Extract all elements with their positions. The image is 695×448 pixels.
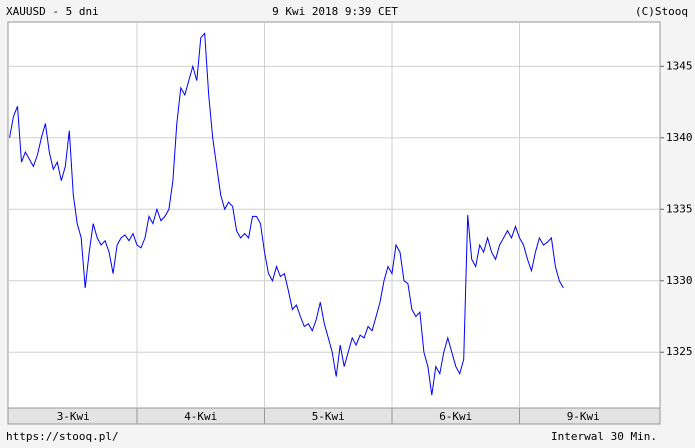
x-tick-label: 9-Kwi (567, 410, 600, 423)
credit: (C)Stooq (635, 5, 688, 18)
y-tick-label: 1340 (666, 131, 693, 144)
x-tick-label: 3-Kwi (57, 410, 90, 423)
source: https://stooq.pl/ (6, 430, 119, 443)
interval: Interwal 30 Min. (551, 430, 657, 443)
x-tick-label: 6-Kwi (439, 410, 472, 423)
y-tick-label: 1335 (666, 202, 693, 215)
y-tick-label: 1325 (666, 345, 693, 358)
x-tick-label: 5-Kwi (312, 410, 345, 423)
chart-subtitle: 9 Kwi 2018 9:39 CET (272, 5, 398, 18)
y-tick-label: 1330 (666, 274, 693, 287)
plot-area (7, 21, 661, 409)
x-tick-label: 4-Kwi (184, 410, 217, 423)
x-axis-bar (7, 407, 661, 425)
chart-title: XAUUSD - 5 dni (6, 5, 99, 18)
y-tick-label: 1345 (666, 59, 693, 72)
price-line (9, 32, 564, 396)
